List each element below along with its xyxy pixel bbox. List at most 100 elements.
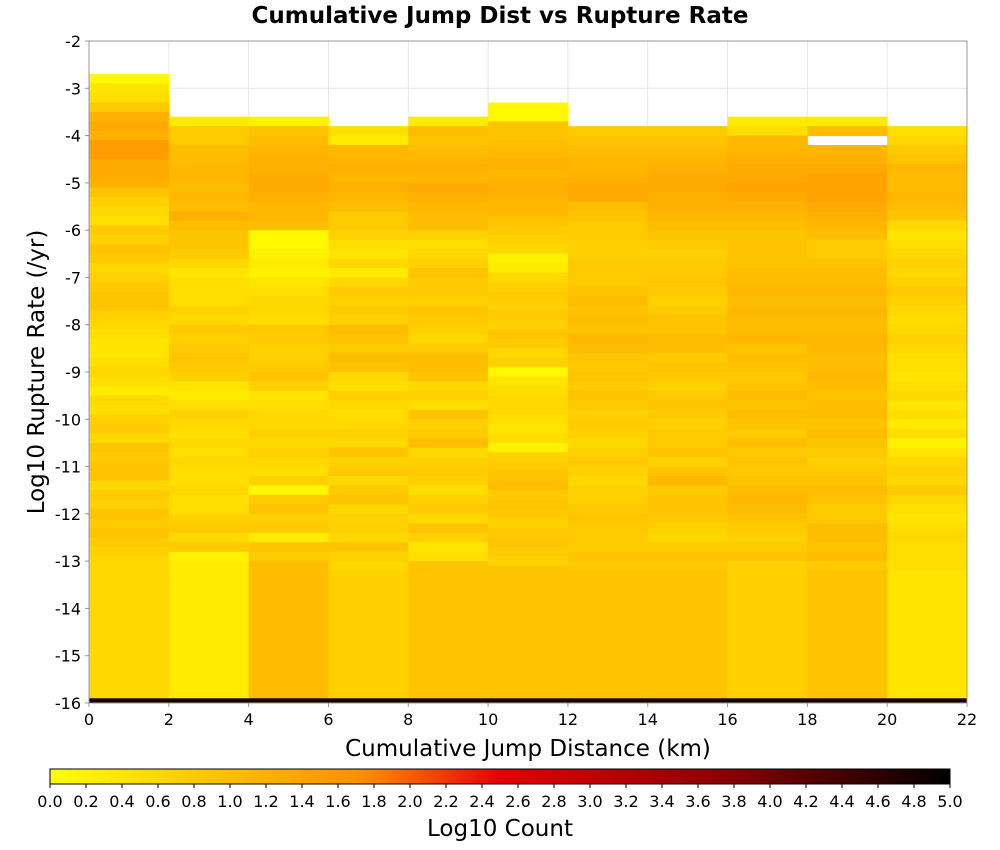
heatmap-cell	[727, 353, 808, 364]
heatmap-cell	[408, 211, 489, 222]
heatmap-cell	[727, 277, 808, 288]
heatmap-cell	[727, 126, 808, 137]
heatmap-cell	[887, 182, 968, 193]
heatmap-cell	[887, 428, 968, 439]
heatmap-cell	[807, 201, 888, 212]
heatmap-cell	[89, 234, 170, 245]
heatmap-cell	[248, 334, 329, 345]
colorbar-tick-label: 1.0	[217, 792, 242, 811]
heatmap-cell	[328, 457, 409, 468]
heatmap-cell	[248, 362, 329, 373]
heatmap-cell	[89, 83, 170, 94]
heatmap-cell	[248, 372, 329, 382]
heatmap-cell	[89, 452, 170, 463]
y-axis-label: Log10 Rupture Rate (/yr)	[24, 230, 50, 515]
x-tick-label: 14	[638, 710, 658, 729]
heatmap-cell	[168, 457, 250, 468]
heatmap-cell	[647, 305, 729, 316]
heatmap-cell	[488, 480, 569, 491]
heatmap-cell	[328, 315, 409, 326]
heatmap-cell	[887, 126, 968, 137]
heatmap-cell	[89, 490, 170, 501]
heatmap-cell	[89, 357, 170, 368]
colorbar-tick-label: 0.0	[37, 792, 62, 811]
heatmap-cell	[887, 504, 968, 515]
heatmap-cell	[887, 570, 968, 581]
heatmap-cell	[727, 182, 808, 193]
heatmap-cell	[647, 135, 729, 146]
heatmap-cell	[807, 390, 888, 401]
heatmap-cell	[328, 154, 409, 165]
heatmap-cell	[328, 523, 409, 534]
heatmap-cell	[727, 551, 808, 562]
heatmap-cell-bottom	[168, 698, 250, 703]
heatmap-cell	[647, 239, 729, 250]
heatmap-cell	[488, 509, 569, 520]
heatmap-cell	[647, 277, 729, 288]
heatmap-cell	[248, 485, 329, 496]
heatmap-cell	[887, 419, 968, 430]
heatmap-cell	[248, 126, 329, 137]
heatmap-cell	[647, 580, 729, 699]
colorbar-tick-label: 2.8	[541, 792, 566, 811]
heatmap-cell	[567, 163, 649, 174]
heatmap-cell	[567, 267, 649, 278]
heatmap-cell	[168, 201, 250, 212]
heatmap-cell	[248, 438, 329, 449]
heatmap-cell	[488, 310, 569, 321]
heatmap-cell	[488, 301, 569, 312]
colorbar-tick-label: 3.0	[577, 792, 602, 811]
heatmap-cell	[89, 130, 170, 141]
y-tick-label: -2	[65, 32, 81, 51]
heatmap-cell	[567, 258, 649, 269]
heatmap-cell	[567, 201, 649, 212]
heatmap-cell	[567, 343, 649, 354]
heatmap-cell	[567, 580, 649, 699]
heatmap-cell	[727, 570, 808, 699]
heatmap-cell	[328, 362, 409, 373]
heatmap-cell	[248, 230, 329, 241]
heatmap-cell	[807, 438, 888, 449]
heatmap-cell	[807, 400, 888, 411]
heatmap-cell	[408, 561, 489, 572]
heatmap-cell	[807, 457, 888, 468]
heatmap-cell	[647, 400, 729, 411]
heatmap-cell	[89, 509, 170, 520]
heatmap-cell	[248, 419, 329, 430]
heatmap-cell	[328, 267, 409, 278]
heatmap-cell	[168, 353, 250, 364]
y-tick-label: -5	[65, 174, 81, 193]
y-tick-label: -13	[55, 552, 81, 571]
colorbar-tick-label: 0.8	[181, 792, 206, 811]
heatmap-cell	[89, 310, 170, 321]
heatmap-cell	[727, 457, 808, 468]
heatmap-cell	[408, 390, 489, 401]
heatmap-cell	[488, 187, 569, 198]
x-tick-label: 4	[244, 710, 254, 729]
colorbar-tick-label: 1.2	[253, 792, 278, 811]
heatmap-cell	[727, 239, 808, 250]
heatmap-cell	[727, 419, 808, 430]
heatmap-cell	[328, 163, 409, 174]
heatmap-cell	[168, 561, 250, 572]
heatmap-cell	[89, 111, 170, 122]
heatmap-cell	[168, 220, 250, 231]
heatmap-cell	[89, 225, 170, 236]
heatmap-cell	[727, 296, 808, 307]
heatmap-cell	[408, 267, 489, 278]
heatmap-cell	[89, 168, 170, 179]
heatmap-cell	[567, 542, 649, 553]
heatmap-cell	[807, 116, 888, 127]
heatmap-cell	[89, 367, 170, 378]
y-tick-label: -6	[65, 221, 81, 240]
heatmap-cell	[168, 523, 250, 534]
heatmap-cell	[727, 447, 808, 458]
heatmap-cell	[488, 234, 569, 245]
heatmap-cell	[887, 551, 968, 562]
heatmap-cell	[488, 282, 569, 293]
heatmap-cell	[168, 381, 250, 392]
heatmap-cell	[887, 315, 968, 326]
heatmap-cell	[887, 305, 968, 316]
heatmap-cell	[887, 230, 968, 241]
heatmap-cell	[727, 211, 808, 222]
